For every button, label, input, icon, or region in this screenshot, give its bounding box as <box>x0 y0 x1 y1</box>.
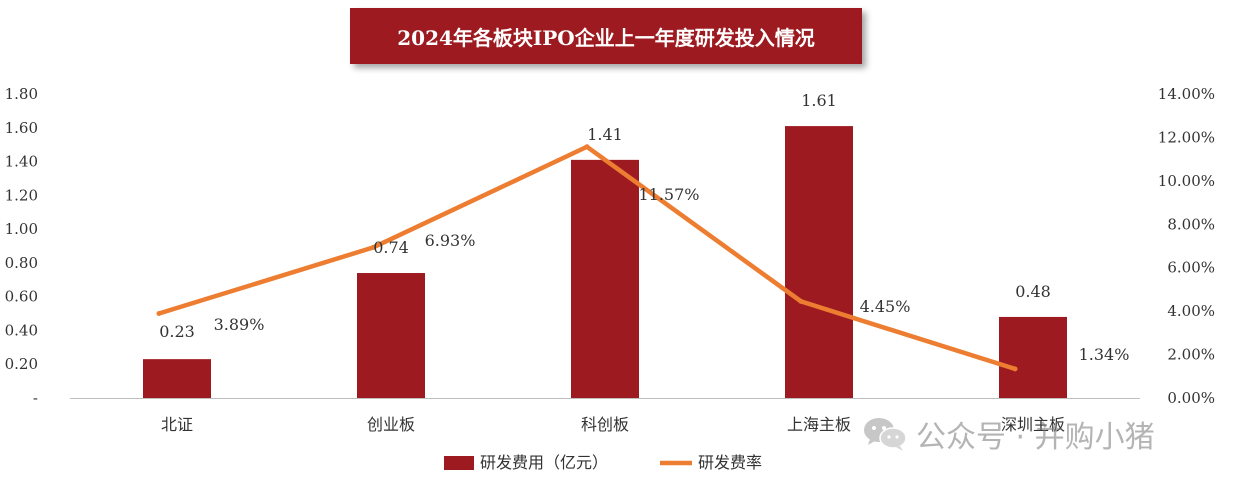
legend-label-bar: 研发费用（亿元） <box>480 453 608 472</box>
line-data-label: 1.34% <box>1079 345 1130 364</box>
bar-data-label: 0.48 <box>1015 282 1051 301</box>
y-right-tick-label: 2.00% <box>1167 346 1215 364</box>
line-data-label: 3.89% <box>214 315 265 334</box>
x-tick-label: 上海主板 <box>787 415 851 434</box>
bar-data-label: 1.41 <box>587 125 623 144</box>
watermark-text: 公众号 · 并购小猪 <box>916 420 1155 455</box>
bar-1 <box>143 359 211 398</box>
bar-4 <box>785 126 853 398</box>
y-left-tick-label: 1.80 <box>5 85 38 103</box>
bar-5 <box>999 316 1067 398</box>
line-point-4 <box>798 298 804 304</box>
y-right-tick-label: 0.00% <box>1167 389 1215 407</box>
y-right-tick-label: 14.00% <box>1158 85 1215 103</box>
line-point-1 <box>156 311 162 317</box>
y-left-tick-label: 0.60 <box>5 288 38 306</box>
chart-title-box: 2024年各板块IPO企业上一年度研发投入情况 <box>350 8 862 64</box>
x-tick-label: 深圳主板 <box>1001 415 1065 434</box>
line-data-label: 6.93% <box>425 231 476 250</box>
bar-3 <box>571 159 639 398</box>
y-left-tick-label: 1.40 <box>5 153 38 171</box>
legend-swatch-bar <box>444 456 474 470</box>
legend-label-line: 研发费率 <box>698 453 762 472</box>
y-right-tick-label: 10.00% <box>1158 172 1215 190</box>
y-left-tick-label: 1.20 <box>5 186 38 204</box>
bar-data-label: 0.74 <box>373 238 409 257</box>
bar-2 <box>357 273 425 398</box>
y-left-tick-label: 1.00 <box>5 220 38 238</box>
line-point-2 <box>370 245 376 251</box>
line-point-5 <box>1012 366 1018 372</box>
bar-data-label: 0.23 <box>159 322 195 341</box>
y-right-tick-label: 6.00% <box>1167 259 1215 277</box>
x-tick-label: 科创板 <box>581 415 629 434</box>
watermark: 公众号 · 并购小猪 <box>862 412 1155 456</box>
x-tick-label: 北证 <box>161 415 193 434</box>
wechat-icon <box>862 414 908 454</box>
y-left-tick-label: 0.40 <box>5 321 38 339</box>
y-right-tick-label: 12.00% <box>1158 128 1215 146</box>
chart-title: 2024年各板块IPO企业上一年度研发投入情况 <box>397 25 815 50</box>
y-right-tick-label: 8.00% <box>1167 215 1215 233</box>
y-left-tick-label: 0.80 <box>5 254 38 272</box>
y-right-tick-label: 4.00% <box>1167 302 1215 320</box>
y-left-tick-label: - <box>33 389 38 407</box>
y-left-tick-label: 0.20 <box>5 355 38 373</box>
line-point-3 <box>584 144 590 150</box>
bar-data-label: 1.61 <box>801 91 837 110</box>
line-data-label: 11.57% <box>638 185 699 204</box>
x-tick-label: 创业板 <box>367 415 415 434</box>
y-left-tick-label: 1.60 <box>5 119 38 137</box>
line-data-label: 4.45% <box>860 297 911 316</box>
